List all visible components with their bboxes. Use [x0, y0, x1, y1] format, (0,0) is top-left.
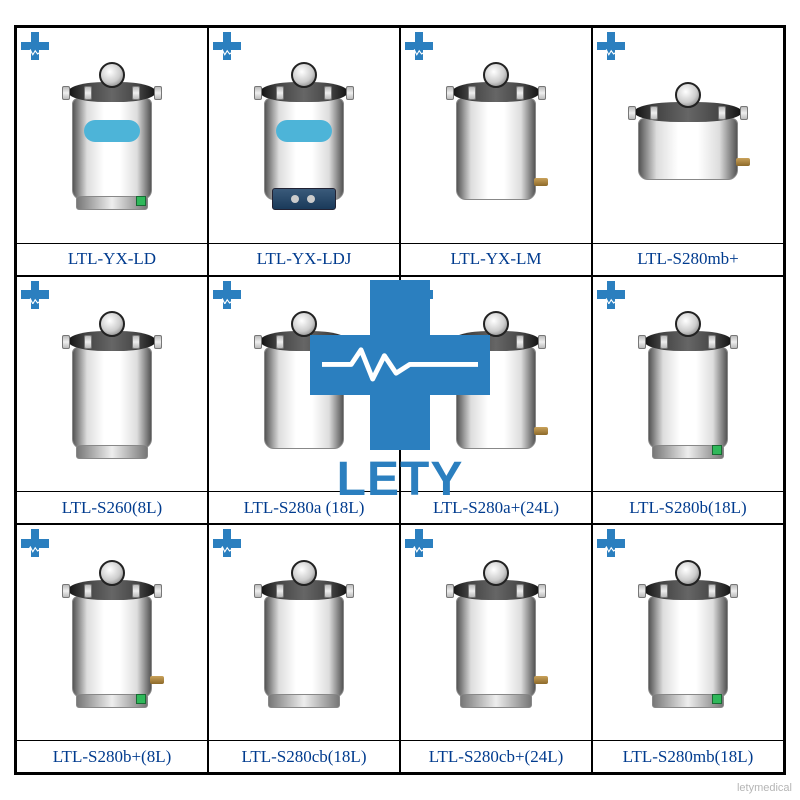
autoclave-icon [62, 309, 162, 459]
product-image [17, 525, 207, 740]
product-cell[interactable]: LTL-S280a (18L) [208, 276, 400, 525]
autoclave-icon [446, 309, 546, 459]
product-label: LTL-S280a+(24L) [401, 491, 591, 523]
product-image [593, 525, 783, 740]
brand-mini-logo [405, 281, 433, 309]
brand-mini-logo [21, 529, 49, 557]
product-label: LTL-S280a (18L) [209, 491, 399, 523]
product-image [593, 277, 783, 492]
autoclave-icon [62, 60, 162, 210]
product-image [209, 525, 399, 740]
autoclave-icon [254, 558, 354, 708]
product-image [401, 525, 591, 740]
brand-mini-logo [405, 529, 433, 557]
product-image [401, 277, 591, 492]
brand-mini-logo [405, 32, 433, 60]
product-image [593, 28, 783, 243]
product-label: LTL-S280cb+(24L) [401, 740, 591, 772]
brand-mini-logo [21, 32, 49, 60]
autoclave-icon [446, 60, 546, 210]
product-cell[interactable]: LTL-YX-LD [16, 27, 208, 276]
autoclave-icon [446, 558, 546, 708]
brand-mini-logo [21, 281, 49, 309]
product-cell[interactable]: LTL-S280cb+(24L) [400, 524, 592, 773]
product-label: LTL-YX-LM [401, 243, 591, 275]
brand-mini-logo [597, 281, 625, 309]
product-image [17, 28, 207, 243]
product-cell[interactable]: LTL-YX-LM [400, 27, 592, 276]
product-cell[interactable]: LTL-S280mb+ [592, 27, 784, 276]
brand-mini-logo [597, 32, 625, 60]
product-label: LTL-S260(8L) [17, 491, 207, 523]
product-label: LTL-S280b(18L) [593, 491, 783, 523]
brand-mini-logo [213, 529, 241, 557]
product-label: LTL-S280cb(18L) [209, 740, 399, 772]
brand-mini-logo [597, 529, 625, 557]
product-cell[interactable]: LTL-S280mb(18L) [592, 524, 784, 773]
autoclave-icon [62, 558, 162, 708]
autoclave-icon [628, 80, 748, 190]
product-label: LTL-S280b+(8L) [17, 740, 207, 772]
product-label: LTL-YX-LDJ [209, 243, 399, 275]
product-cell[interactable]: LTL-S280cb(18L) [208, 524, 400, 773]
product-image [209, 28, 399, 243]
product-grid: LTL-YX-LDLTL-YX-LDJLTL-YX-LMLTL-S280mb+ L… [14, 25, 786, 775]
product-image [401, 28, 591, 243]
corner-watermark: letymedical [737, 782, 792, 794]
brand-mini-logo [213, 32, 241, 60]
product-cell[interactable]: LTL-S280b+(8L) [16, 524, 208, 773]
autoclave-icon [254, 309, 354, 459]
product-label: LTL-S280mb(18L) [593, 740, 783, 772]
autoclave-icon [638, 309, 738, 459]
product-cell[interactable]: LTL-YX-LDJ [208, 27, 400, 276]
autoclave-icon [638, 558, 738, 708]
product-cell[interactable]: LTL-S280b(18L) [592, 276, 784, 525]
product-cell[interactable]: LTL-S280a+(24L) [400, 276, 592, 525]
product-image [17, 277, 207, 492]
product-label: LTL-YX-LD [17, 243, 207, 275]
product-label: LTL-S280mb+ [593, 243, 783, 275]
product-image [209, 277, 399, 492]
product-cell[interactable]: LTL-S260(8L) [16, 276, 208, 525]
brand-mini-logo [213, 281, 241, 309]
autoclave-icon [254, 60, 354, 210]
